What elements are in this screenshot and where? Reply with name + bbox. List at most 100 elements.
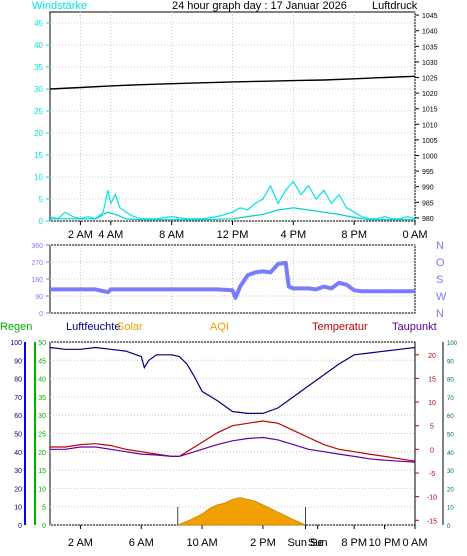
legend-3: AQI [210,321,229,333]
compass-label: O [436,257,445,269]
wind-x-tick-label: 8 PM [341,229,367,241]
series-gust [50,207,415,221]
wind-tick-label: 35 [34,63,43,72]
weather-x-tick-label: 10 AM [186,537,217,549]
humidity-tick-label: 10 [14,505,22,512]
wind-tick-label: 30 [34,85,43,94]
series-dewpoint [50,436,416,463]
solar-tick-label: 20 [447,487,454,493]
rain-tick-label: 20 [38,450,46,457]
rain-tick-label: 30 [38,413,46,420]
pressure-tick-label: 1020 [422,91,438,98]
chart-title: 24 hour graph day : 17 Januar 2026 [172,0,347,12]
pressure-tick-label: 980 [422,216,434,223]
humidity-tick-label: 20 [14,486,22,493]
series-solar [177,497,306,526]
pressure-tick-label: 1035 [422,44,438,51]
pressure-tick-label: 1025 [422,76,438,83]
legend-0: Regen [0,321,32,333]
humidity-tick-label: 40 [14,450,22,457]
pressure-tick-label: 995 [422,169,434,176]
legend-1: Luftfeuchte [66,321,120,333]
wind-tick-label: 0 [39,217,44,226]
wind-x-tick-label: 4 AM [98,229,123,241]
pressure-tick-label: 1000 [422,153,438,160]
series-temperature [50,420,416,462]
direction-tick-label: 90 [35,294,43,301]
direction-tick-label: 180 [31,277,43,284]
weather-x-tick-label: 6 AM [129,537,154,549]
solar-tick-label: 100 [447,341,458,347]
compass-label: W [436,291,447,303]
humidity-tick-label: 60 [14,413,22,420]
direction-tick-label: 0 [39,311,43,318]
solar-tick-label: 90 [447,359,454,365]
series-wind [49,180,416,220]
humidity-tick-label: 100 [10,340,22,347]
rain-tick-label: 40 [38,377,46,384]
pressure-axis-label: Luftdruck [372,0,418,12]
wind-tick-label: 20 [34,129,43,138]
rain-tick-label: 15 [38,468,46,475]
temp-tick-label: 20 [428,353,436,360]
solar-tick-label: 30 [447,469,454,475]
wind-tick-label: 10 [34,173,43,182]
humidity-tick-label: 80 [14,377,22,384]
temp-tick-label: 15 [428,376,436,383]
direction-tick-label: 270 [31,260,43,267]
solar-tick-label: 80 [447,378,454,384]
rain-tick-label: 5 [42,505,46,512]
wind-tick-label: 25 [34,107,43,116]
pressure-tick-label: 990 [422,185,434,192]
series-direction [50,260,415,300]
wind-x-tick-label: 12 PM [217,229,249,241]
weather-x-tick-label: Sun [308,537,328,549]
temp-tick-label: 0 [430,447,434,454]
series-humidity [49,346,416,414]
wind-tick-label: 40 [34,41,43,50]
rain-tick-label: 35 [38,395,46,402]
solar-tick-label: 70 [447,396,454,402]
weather-x-tick-label: 10 PM [369,537,401,549]
humidity-tick-label: 50 [14,432,22,439]
wind-x-tick-label: 4 PM [280,229,306,241]
compass-label: N [436,308,444,320]
pressure-tick-label: 1005 [422,138,438,145]
temp-tick-label: -5 [429,471,435,478]
temp-tick-label: 10 [428,400,436,407]
wind-x-tick-label: 8 AM [159,229,184,241]
wind-tick-label: 15 [34,151,43,160]
weather-x-tick-label: Sun Se [287,537,323,549]
temp-tick-label: -10 [427,495,437,502]
direction-tick-label: 360 [31,243,43,250]
rain-tick-label: 0 [42,523,46,530]
legend-4: Temperatur [312,321,368,333]
pressure-tick-label: 1010 [422,122,438,129]
legend-5: Taupunkt [392,321,437,333]
pressure-tick-label: 1040 [422,29,438,36]
compass-label: N [436,240,444,252]
rain-tick-label: 25 [38,432,46,439]
wind-tick-label: 5 [39,195,44,204]
weather-x-tick-label: 2 AM [68,537,93,549]
rain-tick-label: 10 [38,486,46,493]
wind-x-tick-label: 2 AM [68,229,93,241]
humidity-tick-label: 0 [18,523,22,530]
rain-tick-label: 45 [38,358,46,365]
solar-tick-label: 50 [447,433,454,439]
solar-tick-label: 0 [447,524,451,530]
pressure-tick-label: 1015 [422,107,438,114]
humidity-tick-label: 30 [14,468,22,475]
pressure-tick-label: 1030 [422,60,438,67]
solar-tick-label: 60 [447,414,454,420]
wind-axis-label: Windstärke [32,0,87,12]
temp-tick-label: -15 [427,518,437,525]
humidity-tick-label: 90 [14,358,22,365]
weather-x-tick-label: 8 PM [341,537,367,549]
weather-x-tick-label: 2 PM [250,537,276,549]
temp-tick-label: 5 [430,424,434,431]
compass-label: S [436,274,443,286]
pressure-tick-label: 1045 [422,13,438,20]
series-pressure [49,75,416,90]
